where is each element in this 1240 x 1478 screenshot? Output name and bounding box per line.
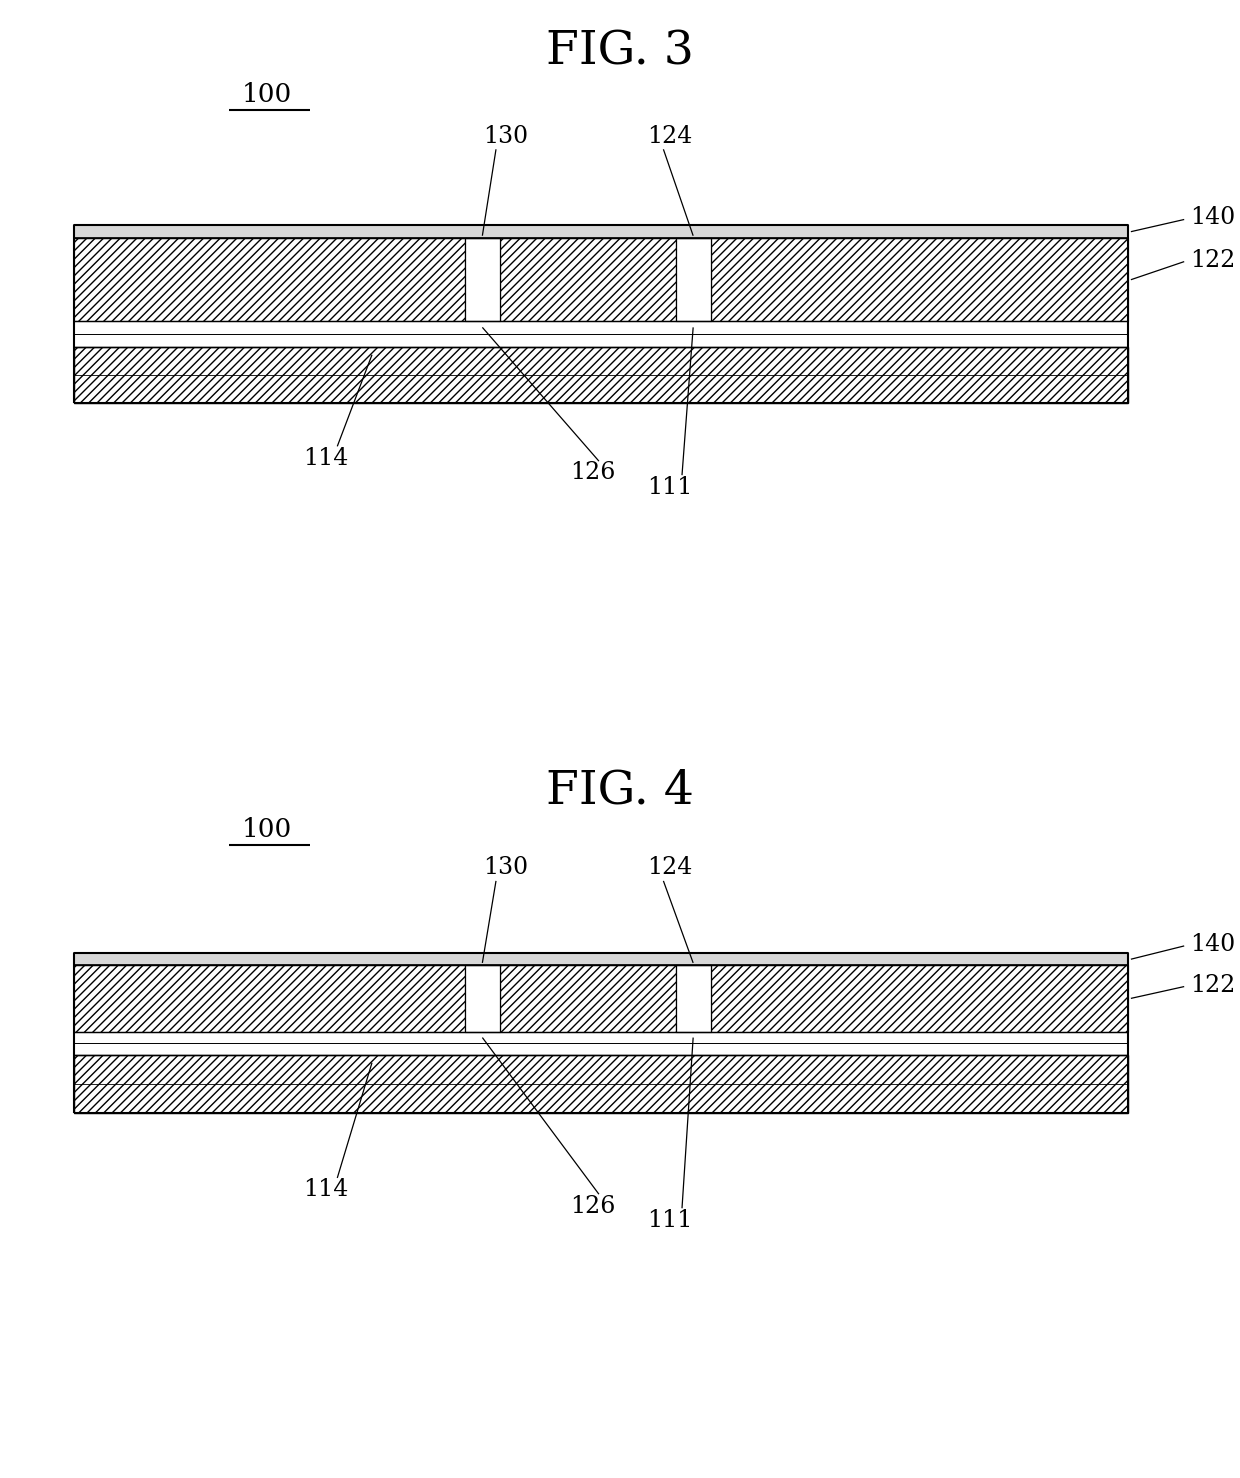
Text: 126: 126 <box>570 1194 615 1218</box>
Text: 114: 114 <box>304 446 348 470</box>
Bar <box>711 238 1128 322</box>
Text: 130: 130 <box>484 124 528 148</box>
Text: 122: 122 <box>1190 248 1236 272</box>
Bar <box>74 965 465 1032</box>
Bar <box>74 953 1128 965</box>
Bar <box>711 965 1128 1032</box>
Text: 114: 114 <box>304 1178 348 1202</box>
Text: 100: 100 <box>242 83 291 106</box>
Text: 100: 100 <box>242 817 291 842</box>
Bar <box>74 1055 1128 1113</box>
Text: 124: 124 <box>647 124 692 148</box>
Bar <box>465 238 500 322</box>
Text: 122: 122 <box>1190 974 1236 996</box>
Bar <box>676 238 711 322</box>
Text: 111: 111 <box>647 476 692 500</box>
Text: FIG. 3: FIG. 3 <box>546 30 694 74</box>
Bar <box>465 965 500 1032</box>
Text: 140: 140 <box>1190 933 1235 956</box>
Bar <box>74 226 1128 238</box>
Text: 124: 124 <box>647 856 692 879</box>
Bar <box>676 965 711 1032</box>
Text: FIG. 4: FIG. 4 <box>546 769 694 813</box>
Bar <box>500 965 676 1032</box>
Bar <box>500 238 676 322</box>
Bar <box>74 238 465 322</box>
Bar <box>74 347 1128 402</box>
Text: 140: 140 <box>1190 205 1235 229</box>
Text: 126: 126 <box>570 461 615 485</box>
Text: 111: 111 <box>647 1209 692 1233</box>
Text: 130: 130 <box>484 856 528 879</box>
